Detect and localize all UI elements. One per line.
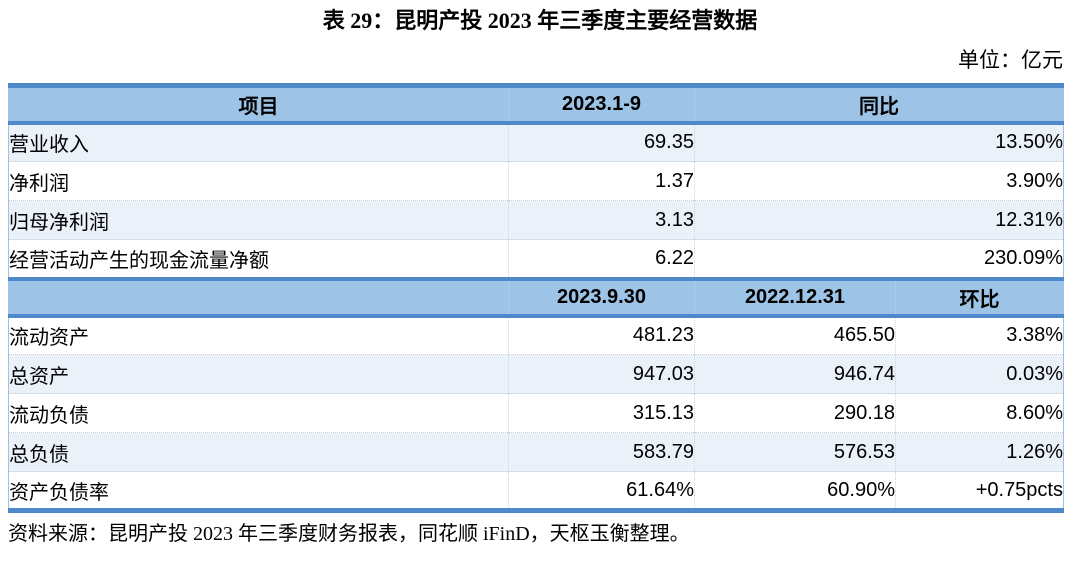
cell-2023-9-30: 481.23 <box>508 315 695 355</box>
row-label: 总负债 <box>8 432 509 472</box>
table-row: 经营活动产生的现金流量净额 6.22 230.09% <box>8 239 1064 279</box>
cell-2022-12-31: 576.53 <box>694 432 896 472</box>
cell-qoq: 0.03% <box>895 354 1064 394</box>
cell-2022-12-31: 290.18 <box>694 393 896 433</box>
cell-qoq: 8.60% <box>895 393 1064 433</box>
row-label: 总资产 <box>8 354 509 394</box>
cell-2022-12-31: 465.50 <box>694 315 896 355</box>
row-label: 经营活动产生的现金流量净额 <box>8 239 509 279</box>
financial-table: 项目 2023.1-9 同比 营业收入 69.35 13.50% 净利润 1.3… <box>8 83 1064 513</box>
column-header-yoy: 同比 <box>694 85 1064 125</box>
cell-yoy: 12.31% <box>694 200 1064 240</box>
cell-qoq: 3.38% <box>895 315 1064 355</box>
row-label: 流动资产 <box>8 315 509 355</box>
column-header-empty <box>8 276 509 318</box>
row-label: 净利润 <box>8 161 509 201</box>
row-label: 资产负债率 <box>8 471 509 511</box>
header-row-income: 项目 2023.1-9 同比 <box>8 85 1064 125</box>
header-row-balance: 2023.9.30 2022.12.31 环比 <box>8 276 1064 318</box>
page-title: 表 29：昆明产投 2023 年三季度主要经营数据 <box>322 8 758 33</box>
cell-yoy: 13.50% <box>694 122 1064 162</box>
cell-2023-9-30: 583.79 <box>508 432 695 472</box>
cell-2023-9-30: 947.03 <box>508 354 695 394</box>
cell-2023-1-9: 3.13 <box>508 200 695 240</box>
cell-qoq: 1.26% <box>895 432 1064 472</box>
cell-2023-1-9: 6.22 <box>508 239 695 279</box>
row-label: 归母净利润 <box>8 200 509 240</box>
cell-2022-12-31: 946.74 <box>694 354 896 394</box>
column-header-2023-1-9: 2023.1-9 <box>508 85 695 125</box>
column-header-item: 项目 <box>8 85 509 125</box>
cell-2023-9-30: 315.13 <box>508 393 695 433</box>
unit-label: 单位：亿元 <box>958 48 1063 72</box>
cell-yoy: 230.09% <box>694 239 1064 279</box>
table-row: 资产负债率 61.64% 60.90% +0.75pcts <box>8 471 1064 511</box>
table-row: 流动资产 481.23 465.50 3.38% <box>8 315 1064 355</box>
row-label: 流动负债 <box>8 393 509 433</box>
source-note: 资料来源：昆明产投 2023 年三季度财务报表，同花顺 iFinD，天枢玉衡整理… <box>8 523 690 545</box>
column-header-qoq: 环比 <box>895 276 1064 318</box>
table-row: 净利润 1.37 3.90% <box>8 161 1064 201</box>
table-row: 流动负债 315.13 290.18 8.60% <box>8 393 1064 433</box>
row-label: 营业收入 <box>8 122 509 162</box>
cell-2022-12-31: 60.90% <box>694 471 896 511</box>
table-row: 归母净利润 3.13 12.31% <box>8 200 1064 240</box>
cell-qoq: +0.75pcts <box>895 471 1064 511</box>
cell-2023-1-9: 69.35 <box>508 122 695 162</box>
column-header-2022-12-31: 2022.12.31 <box>694 276 896 318</box>
cell-2023-9-30: 61.64% <box>508 471 695 511</box>
table-row: 营业收入 69.35 13.50% <box>8 122 1064 162</box>
table-row: 总资产 947.03 946.74 0.03% <box>8 354 1064 394</box>
cell-2023-1-9: 1.37 <box>508 161 695 201</box>
column-header-2023-9-30: 2023.9.30 <box>508 276 695 318</box>
cell-yoy: 3.90% <box>694 161 1064 201</box>
table-row: 总负债 583.79 576.53 1.26% <box>8 432 1064 472</box>
